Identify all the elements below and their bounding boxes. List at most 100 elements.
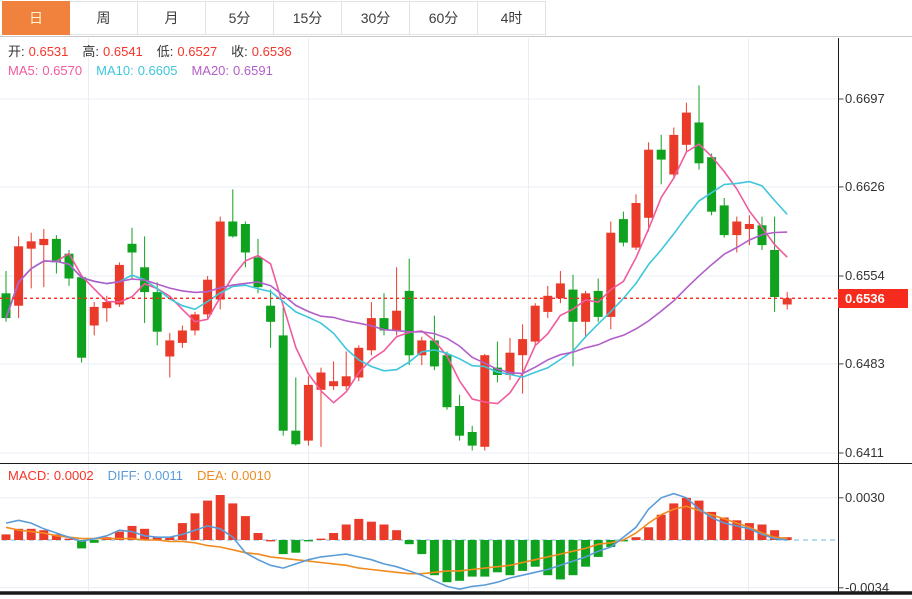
macd-bar — [719, 517, 729, 540]
candle — [26, 232, 36, 289]
candle — [303, 376, 313, 446]
candle — [417, 336, 427, 366]
macd-bar — [429, 540, 439, 576]
macd-bar — [379, 524, 389, 540]
open-label: 开: — [8, 44, 25, 59]
candle — [681, 102, 691, 153]
diff-value: 0.0011 — [144, 468, 183, 483]
macd-bar — [165, 537, 175, 540]
macd-bar — [64, 538, 74, 540]
candle — [404, 258, 414, 366]
macd-bar — [240, 516, 250, 540]
ma10-value: 0.6605 — [137, 63, 178, 78]
macd-bar — [303, 540, 313, 542]
candle — [732, 216, 742, 253]
candle — [127, 227, 137, 279]
macd-label: MACD: — [8, 468, 50, 483]
high-label: 高: — [82, 44, 100, 59]
candle — [354, 345, 364, 382]
y-tick-label: 0.6626 — [845, 178, 885, 194]
tab-60min[interactable]: 60分 — [410, 1, 478, 35]
macd-bar — [89, 540, 99, 543]
macd-bar — [417, 540, 427, 555]
candle — [165, 332, 175, 378]
ma20-label: MA20: — [191, 63, 230, 78]
candle — [329, 361, 339, 390]
tab-15min[interactable]: 15分 — [274, 1, 342, 35]
macd-bar — [669, 503, 679, 540]
macd-bar — [593, 540, 603, 557]
candle — [177, 325, 187, 348]
tab-month[interactable]: 月 — [138, 1, 206, 35]
y-tick-label: 0.0030 — [845, 489, 885, 505]
macd-bar — [681, 497, 691, 540]
macd-bar — [215, 495, 225, 540]
macd-bar — [278, 540, 288, 555]
candle — [618, 211, 628, 247]
macd-info-row: MACD: 0.0002 DIFF: 0.0011 DEA: 0.0010 — [8, 468, 275, 484]
macd-bar — [404, 540, 414, 545]
candle — [606, 221, 616, 330]
macd-bar — [140, 528, 150, 540]
macd-bar — [492, 540, 502, 573]
candle — [253, 238, 263, 294]
close-value: 0.6536 — [251, 44, 292, 59]
candle — [644, 142, 654, 232]
macd-value: 0.0002 — [53, 468, 94, 483]
ma20-line — [5, 231, 788, 375]
tab-day[interactable]: 日 — [2, 1, 70, 35]
dea-value: 0.0010 — [231, 468, 272, 483]
macd-bar — [581, 540, 591, 567]
macd-bar — [707, 511, 717, 540]
candle — [455, 394, 465, 441]
candle — [102, 295, 112, 322]
candle — [694, 85, 704, 170]
candle — [707, 153, 717, 216]
macd-bar — [341, 524, 351, 540]
ohlc-info-row: 开: 0.6531 高: 0.6541 低: 0.6527 收: 0.6536 — [8, 44, 296, 60]
macd-bar — [77, 540, 87, 549]
macd-bar — [114, 531, 124, 540]
macd-bar — [770, 530, 780, 540]
y-tick-label: 0.6483 — [845, 355, 885, 371]
candle — [266, 289, 276, 348]
ma-info-row: MA5: 0.6570 MA10: 0.6605 MA20: 0.6591 — [8, 63, 277, 79]
candle — [77, 274, 87, 363]
dea-line — [5, 505, 788, 575]
macd-bar — [51, 534, 61, 540]
tab-4hour[interactable]: 4时 — [478, 1, 546, 35]
candle — [114, 262, 124, 307]
candle — [39, 229, 49, 288]
macd-bar — [329, 533, 339, 540]
tab-30min[interactable]: 30分 — [342, 1, 410, 35]
y-tick-label: 0.6697 — [845, 91, 885, 106]
macd-bar — [744, 523, 754, 540]
ma10-label: MA10: — [96, 63, 134, 78]
macd-bar — [366, 521, 376, 540]
macd-bar — [190, 513, 200, 540]
y-tick-label: 0.6411 — [845, 445, 884, 460]
timeframe-toolbar: 日周月 5分 15分 30分 60分 4时 — [0, 0, 912, 37]
candle — [51, 235, 61, 274]
y-tick-label: 0.6554 — [845, 268, 885, 283]
candle — [719, 198, 729, 238]
macd-bar — [518, 540, 528, 571]
macd-bar — [631, 537, 641, 540]
ma5-value: 0.6570 — [42, 63, 83, 78]
macd-bar — [656, 514, 666, 540]
ma5-line — [5, 143, 788, 405]
candle — [228, 189, 238, 238]
candle — [190, 311, 200, 336]
macd-bar — [442, 540, 452, 583]
macd-bar — [316, 538, 326, 540]
tab-week[interactable]: 周 — [70, 1, 138, 35]
candle — [89, 302, 99, 336]
diff-label: DIFF: — [107, 468, 141, 483]
ma20-value: 0.6591 — [233, 63, 273, 78]
tab-5min[interactable]: 5分 — [206, 1, 274, 35]
macd-bar — [228, 503, 238, 540]
candle — [442, 351, 452, 410]
candle — [1, 271, 11, 322]
candle — [543, 285, 553, 319]
